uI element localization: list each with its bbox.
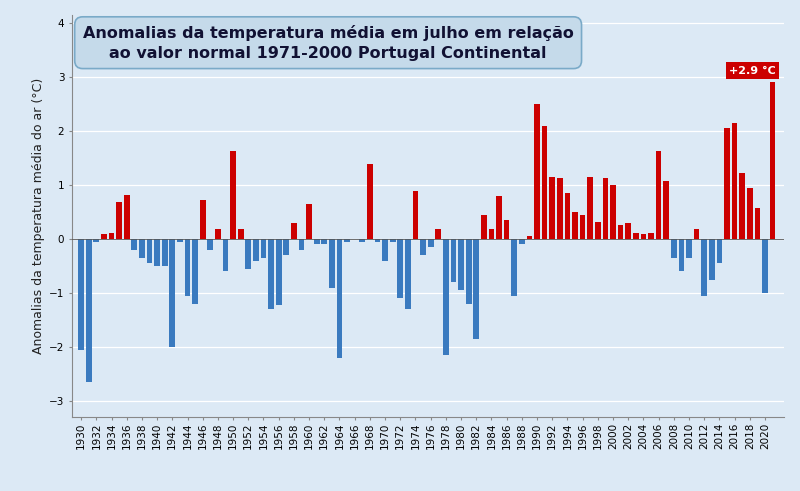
Bar: [146, 239, 152, 263]
Y-axis label: Anomalias da temperatura média do ar (°C): Anomalias da temperatura média do ar (°C…: [32, 78, 45, 354]
Bar: [602, 179, 608, 239]
Bar: [101, 234, 106, 239]
Bar: [246, 239, 251, 269]
Bar: [526, 236, 532, 239]
Bar: [717, 239, 722, 263]
Bar: [374, 239, 380, 242]
Bar: [458, 239, 464, 290]
Bar: [306, 204, 312, 239]
Bar: [253, 239, 258, 261]
Bar: [595, 222, 601, 239]
Bar: [694, 229, 699, 239]
Bar: [405, 239, 410, 309]
Bar: [314, 239, 319, 245]
Bar: [139, 239, 145, 258]
Bar: [466, 239, 471, 304]
Bar: [648, 233, 654, 239]
Bar: [298, 239, 304, 250]
Bar: [420, 239, 426, 255]
Bar: [754, 208, 760, 239]
Bar: [222, 239, 228, 272]
Bar: [747, 188, 753, 239]
Bar: [116, 202, 122, 239]
Bar: [207, 239, 213, 250]
Bar: [739, 173, 745, 239]
Bar: [413, 191, 418, 239]
Bar: [610, 185, 616, 239]
Bar: [428, 239, 434, 247]
Bar: [474, 239, 479, 339]
Bar: [671, 239, 677, 258]
Bar: [78, 239, 84, 350]
Bar: [565, 193, 570, 239]
Bar: [686, 239, 692, 258]
Bar: [550, 177, 555, 239]
Bar: [450, 239, 456, 282]
Text: +2.9 °C: +2.9 °C: [729, 66, 776, 76]
Bar: [359, 239, 365, 242]
Bar: [177, 239, 182, 242]
Bar: [656, 151, 662, 239]
Bar: [185, 239, 190, 296]
Bar: [504, 220, 510, 239]
Bar: [572, 212, 578, 239]
Bar: [230, 151, 236, 239]
Bar: [732, 123, 738, 239]
Bar: [762, 239, 768, 293]
Bar: [633, 233, 638, 239]
Bar: [443, 239, 449, 355]
Bar: [481, 215, 486, 239]
Bar: [678, 239, 684, 272]
Bar: [124, 195, 130, 239]
Bar: [709, 239, 714, 279]
Bar: [268, 239, 274, 309]
Bar: [390, 239, 395, 242]
Bar: [192, 239, 198, 304]
Bar: [770, 82, 775, 239]
Bar: [557, 179, 562, 239]
Text: Anomalias da temperatura média em julho em relação
ao valor normal 1971-2000 Por: Anomalias da temperatura média em julho …: [82, 25, 574, 60]
Bar: [618, 225, 623, 239]
Bar: [94, 239, 99, 242]
Bar: [398, 239, 403, 299]
Bar: [322, 239, 327, 245]
Bar: [519, 239, 525, 245]
Bar: [283, 239, 289, 255]
Bar: [131, 239, 137, 250]
Bar: [496, 196, 502, 239]
Bar: [215, 229, 221, 239]
Bar: [382, 239, 388, 261]
Bar: [489, 229, 494, 239]
Bar: [580, 215, 586, 239]
Bar: [542, 126, 547, 239]
Bar: [238, 229, 243, 239]
Bar: [724, 128, 730, 239]
Bar: [626, 223, 631, 239]
Bar: [170, 239, 175, 347]
Bar: [276, 239, 282, 305]
Bar: [435, 229, 441, 239]
Bar: [162, 239, 167, 266]
Bar: [534, 104, 540, 239]
Bar: [154, 239, 160, 266]
Bar: [86, 239, 91, 382]
Bar: [329, 239, 334, 288]
Bar: [109, 233, 114, 239]
Bar: [641, 234, 646, 239]
Bar: [702, 239, 707, 296]
Bar: [337, 239, 342, 358]
Bar: [663, 181, 669, 239]
Bar: [261, 239, 266, 258]
Bar: [511, 239, 517, 296]
Bar: [587, 177, 593, 239]
Bar: [344, 239, 350, 242]
Bar: [200, 200, 206, 239]
Bar: [291, 223, 297, 239]
Bar: [367, 164, 373, 239]
